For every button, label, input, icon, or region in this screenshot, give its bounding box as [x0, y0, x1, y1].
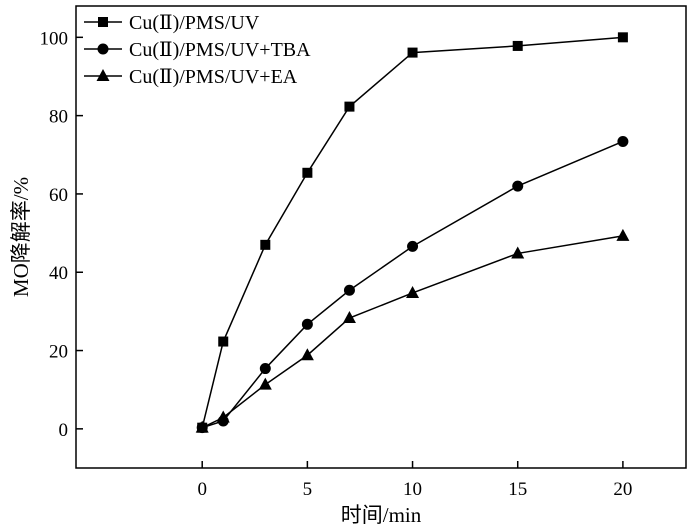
legend-label: Cu(Ⅱ)/PMS/UV+EA [129, 66, 298, 88]
data-point-triangle [342, 311, 356, 324]
series-line [201, 235, 624, 429]
series-triangle [195, 228, 630, 433]
x-tick-label: 20 [613, 479, 632, 500]
y-tick-label: 80 [49, 107, 68, 128]
legend-item: Cu(Ⅱ)/PMS/UV+TBA [84, 39, 311, 61]
data-point-square [407, 47, 418, 58]
data-point-triangle [616, 228, 630, 241]
x-tick-label: 10 [403, 479, 422, 500]
series-layer [195, 32, 630, 434]
y-tick-label: 20 [49, 342, 68, 363]
legend-marker-square [98, 17, 108, 27]
data-point-circle [407, 240, 419, 252]
data-point-triangle [511, 246, 525, 259]
legend-marker-triangle [96, 69, 110, 81]
data-point-triangle [195, 420, 209, 433]
legend-item: Cu(Ⅱ)/PMS/UV+EA [84, 66, 298, 88]
x-axis-title: 时间/min [341, 503, 422, 527]
y-tick-label: 40 [49, 263, 68, 284]
x-tick-label: 5 [303, 479, 313, 500]
data-point-circle [512, 180, 524, 192]
legend-label: Cu(Ⅱ)/PMS/UV [129, 12, 260, 34]
series-line [201, 36, 623, 428]
y-axis-title: MO降解率/% [9, 177, 33, 297]
y-tick-label: 0 [59, 420, 69, 441]
x-tick-label: 15 [508, 479, 527, 500]
axis-ticks: 0 5 10 15 20 0 20 40 60 80 100 [40, 28, 633, 500]
data-point-triangle [258, 377, 272, 390]
data-point-triangle [216, 410, 230, 423]
data-point-circle [343, 284, 355, 296]
data-point-square [344, 101, 355, 112]
legend-marker-circle [97, 43, 109, 55]
plot-frame [75, 5, 687, 469]
data-point-triangle [406, 285, 420, 298]
legend: Cu(Ⅱ)/PMS/UV Cu(Ⅱ)/PMS/UV+TBA Cu(Ⅱ)/PMS/UV… [84, 12, 311, 88]
data-point-triangle [300, 348, 314, 361]
data-point-square [617, 32, 628, 43]
data-point-square [260, 239, 271, 250]
y-tick-label: 100 [40, 28, 69, 49]
data-point-square [218, 336, 229, 347]
data-point-circle [301, 318, 313, 330]
data-point-circle [617, 135, 629, 147]
legend-label: Cu(Ⅱ)/PMS/UV+TBA [129, 39, 311, 61]
data-point-circle [259, 363, 271, 375]
data-point-square [302, 167, 313, 178]
x-tick-label: 0 [197, 479, 207, 500]
y-tick-label: 60 [49, 185, 68, 206]
data-point-square [512, 40, 523, 51]
legend-item: Cu(Ⅱ)/PMS/UV [84, 12, 260, 34]
